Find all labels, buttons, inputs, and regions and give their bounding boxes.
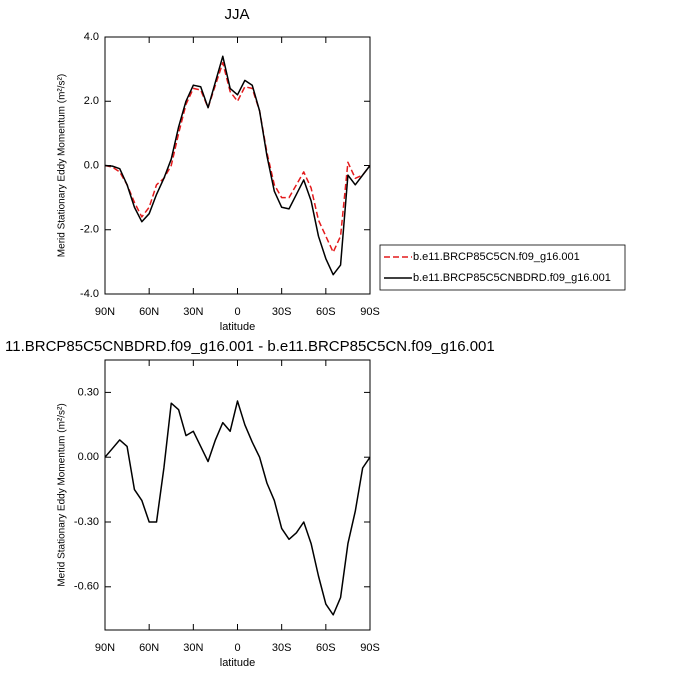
plot-frame <box>104 36 371 295</box>
x-tick-label: 30S <box>272 306 292 318</box>
chart-title: JJA <box>224 6 249 23</box>
y-axis-label: Merid Stationary Eddy Momentum (m²/s²) <box>57 403 68 586</box>
legend-label: b.e11.BRCP85C5CN.f09_g16.001 <box>413 251 580 263</box>
x-tick-label: 0 <box>234 642 240 654</box>
x-tick-label: 60S <box>316 642 336 654</box>
y-tick-label: -4.0 <box>80 288 99 300</box>
line-series <box>104 400 371 616</box>
x-tick-label: 90N <box>95 306 115 318</box>
y-tick-label: 2.0 <box>84 95 99 107</box>
y-tick-label: 0.00 <box>78 451 99 463</box>
y-tick-label: -0.60 <box>74 581 99 593</box>
x-tick-label: 90S <box>360 642 380 654</box>
y-tick-label: -2.0 <box>80 224 99 236</box>
x-tick-label: 30N <box>183 642 203 654</box>
line-series <box>104 61 371 253</box>
y-tick-label: 4.0 <box>84 31 99 43</box>
x-tick-label: 30S <box>272 642 292 654</box>
x-tick-label: 30N <box>183 306 203 318</box>
x-tick-label: 0 <box>234 306 240 318</box>
y-axis-label: Merid Stationary Eddy Momentum (m²/s²) <box>57 74 68 257</box>
x-tick-label: 60S <box>316 306 336 318</box>
x-axis-label: latitude <box>220 657 255 669</box>
y-tick-label: -0.30 <box>74 516 99 528</box>
plot-frame <box>104 359 371 631</box>
line-series <box>104 55 371 276</box>
x-tick-label: 90S <box>360 306 380 318</box>
x-tick-label: 60N <box>139 642 159 654</box>
y-tick-label: 0.30 <box>78 386 99 398</box>
legend-label: b.e11.BRCP85C5CNBDRD.f09_g16.001 <box>413 272 611 284</box>
x-tick-label: 60N <box>139 306 159 318</box>
x-axis-label: latitude <box>220 321 255 333</box>
y-tick-label: 0.0 <box>84 159 99 171</box>
legend-box <box>379 244 626 291</box>
x-tick-label: 90N <box>95 642 115 654</box>
chart-title: 11.BRCP85C5CNBDRD.f09_g16.001 - b.e11.BR… <box>5 338 495 355</box>
